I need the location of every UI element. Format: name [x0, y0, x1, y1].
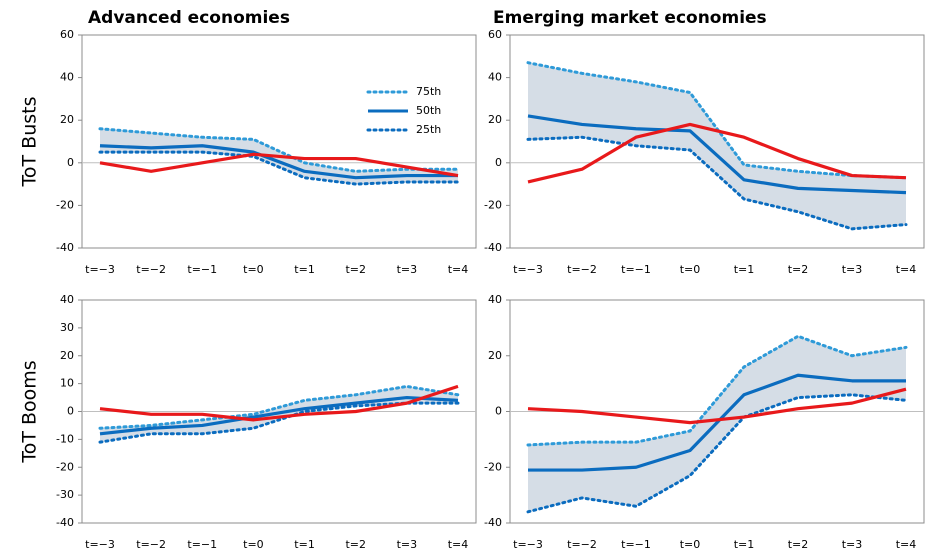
y-axis-label: ToT Busts [19, 97, 41, 188]
x-tick-label: t=4 [448, 538, 469, 551]
series-line [99, 395, 459, 436]
y-tick-label: -20 [56, 198, 74, 211]
y-tick-label: 20 [60, 349, 74, 362]
y-tick-label: 0 [67, 156, 74, 169]
y-tick-label: -20 [484, 198, 502, 211]
x-tick-label: t=4 [896, 263, 917, 276]
x-tick-label: t=0 [243, 263, 264, 276]
series-line [526, 61, 908, 180]
series-line [98, 150, 460, 186]
y-tick-label: -40 [56, 516, 74, 529]
y-tick-label: 0 [495, 405, 502, 418]
x-tick-label: t=3 [397, 538, 418, 551]
x-tick-label: t=1 [294, 263, 315, 276]
series-line [98, 384, 460, 430]
x-tick-label: t=−1 [621, 538, 651, 551]
legend-label: 25th [416, 123, 441, 136]
y-tick-label: -40 [56, 241, 74, 254]
x-tick-label: t=2 [345, 263, 366, 276]
y-tick-label: 40 [488, 293, 502, 306]
series-line [99, 384, 459, 422]
y-tick-label: -30 [56, 488, 74, 501]
series-line [99, 144, 458, 180]
x-tick-label: t=0 [680, 263, 701, 276]
series-line [527, 114, 907, 195]
plot-frame [509, 34, 925, 249]
y-tick-label: 20 [60, 113, 74, 126]
legend-label: 50th [416, 104, 441, 117]
x-tick-label: t=−3 [513, 263, 543, 276]
y-tick-label: 40 [60, 293, 74, 306]
y-tick-label: 60 [488, 28, 502, 41]
series-line [527, 122, 907, 184]
x-tick-label: t=−2 [136, 538, 166, 551]
x-tick-label: t=−2 [136, 263, 166, 276]
x-tick-label: t=−2 [567, 263, 597, 276]
x-tick-label: t=3 [397, 263, 418, 276]
y-tick-label: 20 [488, 113, 502, 126]
series-line [99, 152, 459, 178]
series-line [526, 393, 908, 514]
x-tick-label: t=−3 [85, 538, 115, 551]
x-tick-label: t=2 [788, 538, 809, 551]
y-tick-label: 30 [60, 321, 74, 334]
y-tick-label: 40 [488, 71, 502, 84]
x-tick-label: t=0 [243, 538, 264, 551]
x-tick-label: t=1 [294, 538, 315, 551]
y-axis-label: ToT Booms [19, 360, 41, 463]
x-tick-label: t=1 [734, 263, 755, 276]
x-tick-label: t=2 [788, 263, 809, 276]
x-tick-label: t=1 [734, 538, 755, 551]
y-tick-label: -20 [56, 460, 74, 473]
y-tick-label: 0 [495, 156, 502, 169]
x-tick-label: t=−1 [621, 263, 651, 276]
x-tick-label: t=4 [896, 538, 917, 551]
y-tick-label: 60 [60, 28, 74, 41]
x-tick-label: t=−3 [513, 538, 543, 551]
x-tick-label: t=−1 [187, 538, 217, 551]
series-line [526, 334, 908, 447]
y-tick-label: 0 [67, 405, 74, 418]
x-tick-label: t=−2 [567, 538, 597, 551]
y-tick-label: -40 [484, 516, 502, 529]
x-tick-label: t=3 [842, 263, 863, 276]
series-line [526, 135, 908, 231]
panel-title: Advanced economies [88, 8, 290, 28]
y-tick-label: 10 [60, 377, 74, 390]
series-line [98, 127, 460, 173]
percentile-band [528, 62, 906, 229]
series-line [528, 373, 906, 472]
legend-label: 75th [416, 85, 441, 98]
x-tick-label: t=−3 [85, 263, 115, 276]
y-tick-label: -20 [484, 460, 502, 473]
x-tick-label: t=3 [842, 538, 863, 551]
y-tick-label: 20 [488, 349, 502, 362]
x-tick-label: t=4 [448, 263, 469, 276]
plot-frame [81, 34, 477, 249]
x-tick-label: t=2 [345, 538, 366, 551]
x-tick-label: t=−1 [187, 263, 217, 276]
panel-title: Emerging market economies [493, 8, 767, 28]
series-line [527, 387, 907, 425]
y-tick-label: 40 [60, 71, 74, 84]
y-tick-label: -40 [484, 241, 502, 254]
x-tick-label: t=0 [680, 538, 701, 551]
y-tick-label: -10 [56, 432, 74, 445]
